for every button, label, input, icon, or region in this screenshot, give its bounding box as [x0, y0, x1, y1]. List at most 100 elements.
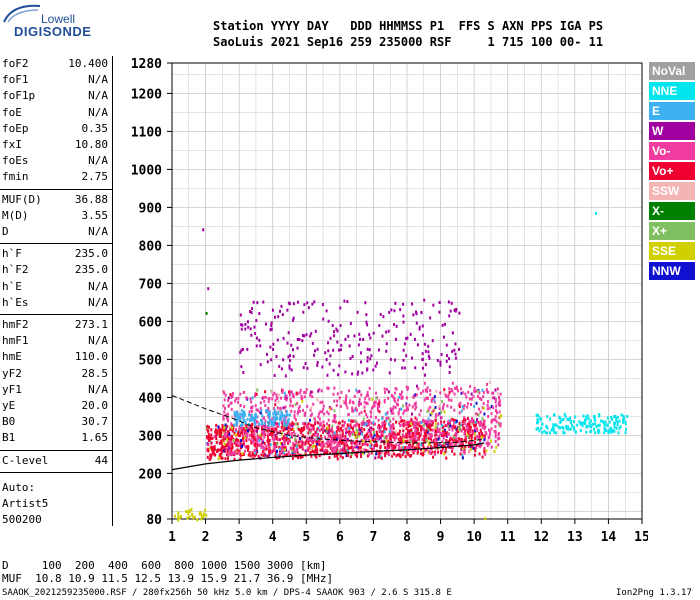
echo-point-voplus — [464, 445, 467, 449]
echo-point-vominus — [413, 402, 416, 406]
echo-point-nne — [616, 415, 619, 419]
echo-point-w — [412, 313, 415, 317]
echo-point-voplus — [377, 401, 380, 405]
echo-point-w — [369, 357, 372, 361]
param-value: 44 — [94, 453, 108, 467]
echo-point-nne — [541, 431, 544, 435]
echo-point-w — [424, 349, 427, 353]
echo-point-vominus — [482, 401, 485, 405]
echo-point-w — [439, 360, 442, 364]
echo-point-ssw — [239, 428, 242, 432]
echo-point-w — [278, 309, 281, 313]
echo-point-vominus — [441, 440, 444, 444]
echo-point-vominus — [301, 445, 304, 449]
echo-point-voplus — [422, 451, 425, 455]
echo-point-w — [281, 313, 284, 317]
echo-point-vominus — [333, 417, 336, 421]
echo-point-nne — [606, 423, 609, 427]
echo-point-vominus — [237, 400, 240, 404]
echo-point-w — [314, 349, 317, 353]
echo-point-vominus — [288, 431, 291, 435]
echo-point-vominus — [453, 408, 456, 412]
echo-point-voplus — [378, 410, 381, 414]
echo-point-voplus — [441, 446, 444, 450]
echo-point-vominus — [354, 406, 357, 410]
echo-point-voplus — [329, 451, 332, 455]
echo-point-voplus — [341, 448, 344, 452]
echo-point-w — [421, 357, 424, 361]
echo-point-voplus — [307, 422, 310, 426]
echo-point-ssw — [216, 439, 219, 443]
echo-point-vominus — [287, 450, 290, 454]
echo-point-vominus — [403, 435, 406, 439]
echo-point-voplus — [226, 444, 229, 448]
param-name: foF2 — [2, 57, 29, 70]
echo-point-vominus — [432, 409, 435, 413]
echo-point-sse — [179, 515, 182, 519]
echo-point-nnw — [359, 428, 362, 432]
echo-point-ssw — [310, 447, 313, 451]
echo-point-vominus — [389, 424, 392, 428]
echo-point-vominus — [320, 389, 323, 393]
echo-point-sse — [430, 411, 433, 415]
echo-point-voplus — [336, 457, 339, 461]
echo-point-e — [318, 436, 321, 440]
echo-point-vominus — [434, 414, 437, 418]
echo-point-w — [282, 406, 285, 410]
echo-point-xplus — [326, 429, 329, 433]
echo-point-vominus — [399, 416, 402, 420]
echo-point-e — [289, 413, 292, 417]
echo-point-w — [451, 331, 454, 335]
echo-point-vominus — [230, 440, 233, 444]
echo-point-e — [251, 418, 254, 422]
echo-point-w — [239, 350, 242, 354]
echo-point-vominus — [477, 437, 480, 441]
echo-point-voplus — [241, 437, 244, 441]
echo-point-vominus — [407, 433, 410, 437]
echo-point-e — [276, 416, 279, 420]
echo-point-voplus — [386, 444, 389, 448]
echo-point-voplus — [219, 456, 222, 460]
param-value: 10.80 — [74, 138, 108, 151]
echo-point-vominus — [405, 421, 408, 425]
echo-point-vominus — [439, 391, 442, 395]
echo-point-voplus — [286, 441, 289, 445]
echo-point-sse — [223, 442, 226, 446]
echo-point-voplus — [460, 445, 463, 449]
echo-point-vominus — [311, 412, 314, 416]
param-separator — [0, 243, 112, 245]
echo-point-vominus — [324, 436, 327, 440]
echo-point-e — [348, 426, 351, 430]
echo-point-w — [494, 388, 497, 392]
echo-point-e — [255, 415, 258, 419]
x-tick-label: 14 — [601, 530, 617, 545]
echo-point-e — [279, 414, 282, 418]
echo-point-vominus — [377, 418, 380, 422]
echo-point-voplus — [269, 449, 272, 453]
echo-point-isolated — [207, 287, 210, 291]
echo-point-voplus — [260, 437, 263, 441]
echo-point-voplus — [474, 436, 477, 440]
echo-point-voplus — [375, 443, 378, 447]
echo-point-vominus — [356, 390, 359, 394]
echo-point-vominus — [258, 410, 261, 414]
echo-point-vominus — [250, 400, 253, 404]
echo-point-voplus — [366, 420, 369, 424]
echo-point-voplus — [363, 434, 366, 438]
echo-point-voplus — [269, 433, 272, 437]
echo-point-e — [316, 438, 319, 442]
echo-point-voplus — [342, 440, 345, 444]
panel-divider — [112, 56, 113, 526]
echo-point-vominus — [497, 437, 500, 441]
echo-point-e — [279, 416, 282, 420]
echo-point-vominus — [292, 395, 295, 399]
echo-point-voplus — [351, 448, 354, 452]
echo-point-nne — [537, 414, 540, 418]
echo-point-w — [382, 315, 385, 319]
echo-point-vominus — [272, 393, 275, 397]
echo-point-voplus — [218, 434, 221, 438]
echo-point-e — [240, 409, 243, 413]
echo-point-voplus — [416, 428, 419, 432]
echo-point-e — [459, 423, 462, 427]
echo-point-w — [415, 310, 418, 314]
